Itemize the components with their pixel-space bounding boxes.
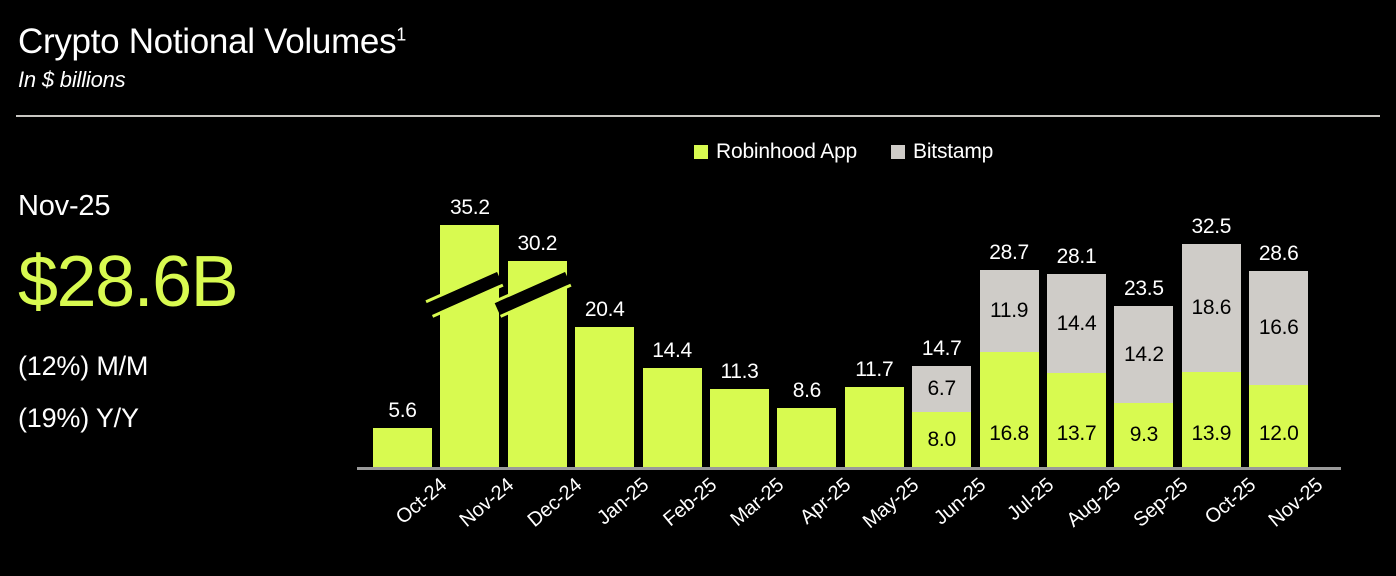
bar-segment-robinhood-app[interactable] [710, 389, 769, 467]
page-title-footnote: 1 [396, 24, 407, 45]
bar-segment-robinhood-app[interactable]: 13.9 [1181, 372, 1241, 467]
stat-headline-value: $28.6B [18, 242, 239, 322]
square-marker-icon [891, 145, 906, 159]
bar-segment-robinhood-app[interactable]: 16.8 [979, 352, 1039, 467]
stat-period-label: Nov-25 [18, 190, 111, 222]
bar-segment-label-robinhood-app: 8.0 [927, 427, 957, 451]
bar-segment-label-robinhood-app: 12.0 [1258, 422, 1299, 445]
bar-segment-robinhood-app[interactable]: 12.0 [1249, 385, 1309, 467]
bar-segment-robinhood-app[interactable]: 8.0 [912, 412, 972, 467]
header: Crypto Notional Volumes1 In $ billions [18, 22, 407, 93]
legend-item-bitstamp[interactable]: Bitstamp [891, 140, 993, 164]
bar-segment-bitstamp[interactable]: 14.2 [1114, 306, 1174, 403]
bar-group[interactable]: 28.6 16.6 12.0 [1249, 242, 1309, 467]
bar-chart-plot-area: 5.6 35.2 30.2 20.4 14.4 11.3 8.6 11.7 14.7 6.7 8.0… [357, 170, 1341, 470]
header-divider [16, 115, 1380, 117]
bar-segment-label-bitstamp: 11.9 [990, 299, 1029, 322]
bar-segment-robinhood-app[interactable] [777, 408, 837, 467]
bar-total-label: 32.5 [1191, 215, 1232, 238]
bar-group[interactable]: 28.7 11.9 16.8 [979, 241, 1039, 467]
bar-segment-bitstamp[interactable]: 18.6 [1181, 244, 1241, 372]
bar-total-label: 28.6 [1258, 242, 1299, 265]
bar-total-label: 28.7 [989, 241, 1029, 264]
square-marker-icon [694, 145, 708, 159]
bar-group[interactable]: 14.7 6.7 8.0 [912, 337, 972, 467]
bar-segment-label-bitstamp: 18.6 [1191, 296, 1232, 319]
bar-total-label: 8.6 [792, 379, 822, 402]
bar-total-label: 23.5 [1124, 277, 1164, 300]
bar-segment-robinhood-app[interactable]: 13.7 [1047, 373, 1106, 467]
chart-legend: Robinhood App Bitstamp [694, 140, 993, 164]
bar-segment-label-robinhood-app: 13.9 [1191, 422, 1232, 445]
axis-break-mark [427, 271, 503, 316]
bar-series-container: 5.6 35.2 30.2 20.4 14.4 11.3 8.6 11.7 14.7 6.7 8.0… [357, 170, 1341, 467]
stat-mom-change: (12%) M/M [18, 350, 149, 381]
bar-total-label: 11.7 [855, 358, 894, 381]
bar-segment-label-robinhood-app: 16.8 [989, 422, 1029, 445]
bar-total-label: 30.2 [517, 232, 558, 255]
bar-segment-bitstamp[interactable]: 11.9 [979, 270, 1039, 352]
bar-group[interactable]: 30.2 [494, 232, 570, 467]
bar-segment-bitstamp[interactable]: 14.4 [1047, 274, 1106, 373]
bar-segment-bitstamp[interactable]: 6.7 [912, 366, 972, 412]
bar-total-label: 28.1 [1056, 245, 1097, 268]
stat-yoy-change: (19%) Y/Y [18, 402, 139, 433]
bar-group[interactable]: 14.4 [642, 339, 702, 467]
bar-segment-robinhood-app[interactable] [494, 261, 570, 467]
bar-group[interactable]: 32.5 18.6 13.9 [1181, 215, 1241, 467]
bar-segment-label-bitstamp: 14.4 [1056, 311, 1097, 335]
bar-total-label: 35.2 [450, 196, 490, 219]
bar-segment-robinhood-app[interactable] [575, 327, 635, 467]
bar-group[interactable]: 35.2 [427, 196, 503, 467]
bar-total-label: 5.6 [388, 399, 417, 422]
bar-group[interactable]: 23.5 14.2 9.3 [1114, 277, 1174, 467]
bar-segment-bitstamp[interactable]: 16.6 [1249, 271, 1309, 385]
bar-group[interactable]: 5.6 [373, 399, 432, 467]
bar-segment-robinhood-app[interactable] [642, 368, 702, 467]
bar-group[interactable]: 11.3 [710, 360, 769, 467]
bar-segment-label-bitstamp: 14.2 [1124, 342, 1164, 366]
legend-item-robinhood-app[interactable]: Robinhood App [694, 140, 857, 164]
page-title-text: Crypto Notional Volumes [18, 22, 397, 61]
bar-segment-robinhood-app[interactable] [844, 387, 904, 467]
x-axis-tick-labels: Oct-24 Nov-24 Dec-24 Jan-25 Feb-25 Mar-25 Apr-… [357, 474, 1341, 564]
bar-segment-label-bitstamp: 6.7 [927, 377, 957, 400]
bar-group[interactable]: 28.1 14.4 13.7 [1047, 245, 1106, 467]
bar-segment-label-bitstamp: 16.6 [1258, 316, 1299, 339]
bar-group[interactable]: 8.6 [777, 379, 837, 467]
bar-segment-label-robinhood-app: 9.3 [1129, 423, 1159, 446]
axis-break-mark [494, 271, 570, 316]
bar-group[interactable]: 20.4 [575, 298, 635, 467]
bar-segment-label-robinhood-app: 13.7 [1056, 422, 1097, 445]
bar-total-label: 14.4 [652, 339, 692, 362]
bar-total-label: 14.7 [921, 337, 962, 360]
legend-label-robinhood-app: Robinhood App [716, 140, 858, 163]
bar-segment-robinhood-app[interactable] [373, 428, 432, 467]
bar-segment-robinhood-app[interactable] [427, 225, 503, 467]
bar-total-label: 20.4 [584, 298, 625, 321]
bar-total-label: 11.3 [720, 360, 759, 383]
legend-label-bitstamp: Bitstamp [913, 140, 994, 163]
page-title: Crypto Notional Volumes1 [18, 22, 407, 61]
bar-segment-robinhood-app[interactable]: 9.3 [1114, 403, 1174, 467]
page-subtitle: In $ billions [18, 66, 126, 92]
x-axis-line [357, 467, 1341, 470]
bar-group[interactable]: 11.7 [844, 358, 904, 467]
summary-stats-panel: Nov-25 $28.6B (12%) M/M (19%) Y/Y [18, 190, 348, 434]
